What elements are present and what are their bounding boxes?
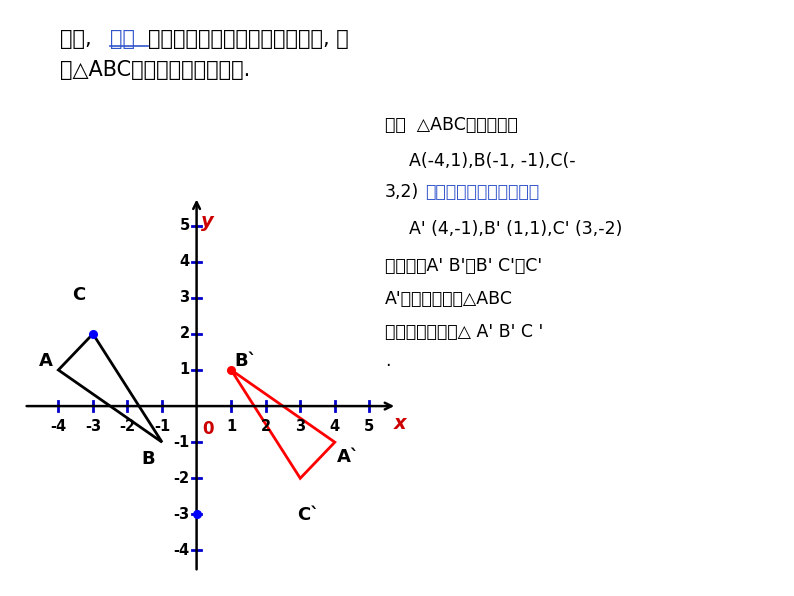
Text: A: A (40, 352, 53, 370)
Text: 1: 1 (226, 419, 237, 434)
Text: 如图,: 如图, (60, 29, 98, 49)
Text: y: y (201, 212, 214, 231)
Text: 关于原点对称的△ A' B' C ': 关于原点对称的△ A' B' C ' (385, 323, 543, 341)
Text: 3: 3 (179, 290, 190, 305)
Text: C`: C` (297, 506, 319, 524)
Text: -4: -4 (174, 543, 190, 558)
Text: -2: -2 (119, 419, 136, 434)
Text: -1: -1 (173, 434, 190, 450)
Text: 3: 3 (295, 419, 306, 434)
Text: 2: 2 (179, 327, 190, 342)
Text: 2: 2 (260, 419, 271, 434)
Text: x: x (395, 414, 407, 433)
Text: A`: A` (337, 448, 360, 466)
Text: 1: 1 (179, 362, 190, 377)
Text: 0: 0 (202, 420, 214, 438)
Text: B`: B` (234, 352, 256, 370)
Text: 出△ABC关于原点对称的图形.: 出△ABC关于原点对称的图形. (60, 60, 250, 80)
Text: 4: 4 (179, 254, 190, 269)
Text: -4: -4 (50, 419, 67, 434)
Text: A' (4,-1),B' (1,1),C' (3,-2): A' (4,-1),B' (1,1),C' (3,-2) (409, 221, 622, 238)
Text: 依次连接A' B'，B' C'，C': 依次连接A' B'，B' C'，C' (385, 257, 542, 275)
Text: -2: -2 (174, 471, 190, 486)
Text: A(-4,1),B(-1, -1),C(-: A(-4,1),B(-1, -1),C(- (409, 152, 576, 170)
Text: A'，就可得到与△ABC: A'，就可得到与△ABC (385, 290, 513, 308)
Text: 4: 4 (330, 419, 340, 434)
Text: C: C (72, 285, 86, 303)
Text: -1: -1 (154, 419, 170, 434)
Text: 利用: 利用 (110, 29, 135, 49)
Text: -3: -3 (174, 507, 190, 522)
Text: 5: 5 (364, 419, 375, 434)
Text: 关于原点的对称点分别为: 关于原点的对称点分别为 (425, 183, 539, 201)
Text: 3,2): 3,2) (385, 183, 419, 201)
Text: B: B (141, 450, 155, 468)
Text: -3: -3 (85, 419, 101, 434)
Text: 解：  △ABC的三个顶点: 解： △ABC的三个顶点 (385, 116, 518, 134)
Text: 关于原点对称的点的坐标的特点, 作: 关于原点对称的点的坐标的特点, 作 (148, 29, 349, 49)
Text: 5: 5 (179, 218, 190, 233)
Text: .: . (385, 352, 391, 370)
